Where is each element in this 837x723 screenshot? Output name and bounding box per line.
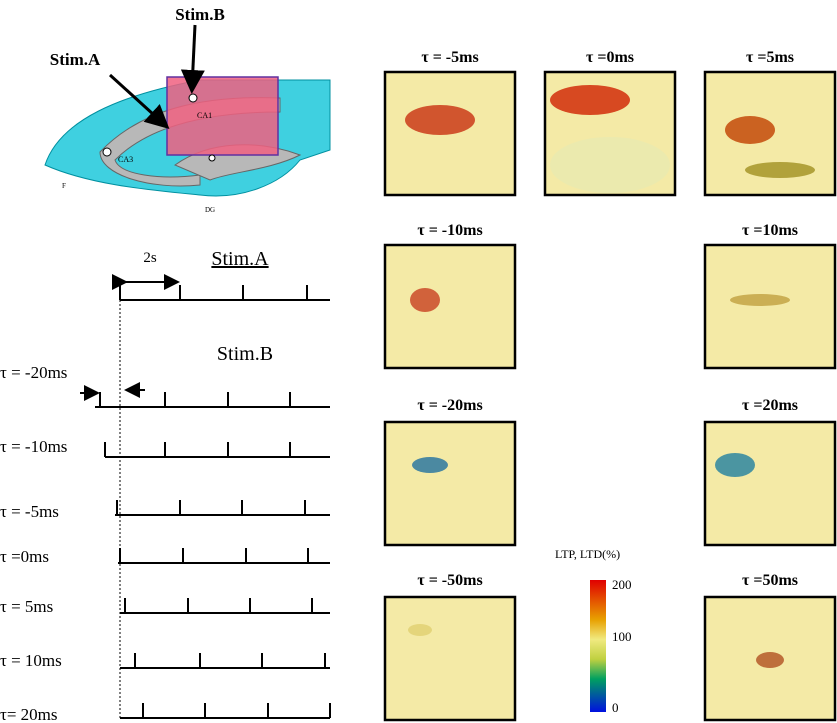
colorbar-title: LTP, LTD(%) bbox=[555, 547, 620, 561]
row-label: τ = -20ms bbox=[0, 363, 67, 382]
panel-title: τ =5ms bbox=[746, 49, 794, 66]
map-blob bbox=[410, 288, 440, 312]
label: Stim.B bbox=[217, 343, 273, 365]
row-label: τ = 5ms bbox=[0, 597, 53, 616]
panel-title: τ = -50ms bbox=[417, 572, 482, 589]
label: 2s bbox=[143, 250, 157, 266]
panels: τ = -5ms τ =0ms τ =5ms τ = -10ms τ =10ms τ = … bbox=[385, 49, 835, 720]
map-blob bbox=[725, 116, 775, 144]
label: Stim.B bbox=[175, 5, 225, 24]
panel-title: τ =0ms bbox=[586, 49, 634, 66]
label: CA1 bbox=[197, 111, 212, 120]
colorbar-tick: 200 bbox=[612, 577, 632, 592]
map-blob bbox=[756, 652, 784, 668]
panel-title: τ =10ms bbox=[742, 222, 798, 239]
map-blob bbox=[405, 105, 475, 135]
map-blob bbox=[408, 624, 432, 636]
panel-title: τ =20ms bbox=[742, 397, 798, 414]
label: Stim.A bbox=[50, 50, 101, 69]
map-image bbox=[705, 422, 835, 545]
panel-title: τ = -10ms bbox=[417, 222, 482, 239]
map-blob bbox=[745, 162, 815, 178]
label: CA3 bbox=[118, 155, 133, 164]
colorbar: LTP, LTD(%) 200 100 0 bbox=[555, 547, 632, 715]
row-label: τ= 20ms bbox=[0, 705, 58, 723]
map-blob bbox=[550, 137, 670, 193]
panel-title: τ = -5ms bbox=[421, 49, 478, 66]
row-label: τ =0ms bbox=[0, 547, 49, 566]
timing-diagram: 2s Stim.A Stim.B τ = -20ms τ = -10ms τ = -… bbox=[0, 248, 330, 723]
map-blob bbox=[550, 85, 630, 115]
row-label: τ = -10ms bbox=[0, 437, 67, 456]
figure: Stim.B Stim.A CA1 CA3 DG F 2s Stim.A Sti… bbox=[0, 0, 837, 723]
hippocampus-diagram: Stim.B Stim.A CA1 CA3 DG F bbox=[45, 5, 330, 214]
map-blob bbox=[730, 294, 790, 306]
row-label: τ = 10ms bbox=[0, 651, 62, 670]
row-label: τ = -5ms bbox=[0, 502, 59, 521]
map-image bbox=[705, 245, 835, 368]
map-image bbox=[385, 422, 515, 545]
panel-title: τ = -20ms bbox=[417, 397, 482, 414]
label: DG bbox=[205, 206, 215, 214]
map-image bbox=[385, 245, 515, 368]
label: Stim.A bbox=[211, 248, 269, 270]
colorbar-tick: 100 bbox=[612, 629, 632, 644]
panel-title: τ =50ms bbox=[742, 572, 798, 589]
colorbar-tick: 0 bbox=[612, 700, 619, 715]
label: F bbox=[62, 182, 66, 190]
map-blob bbox=[412, 457, 448, 473]
map-image bbox=[385, 597, 515, 720]
map-blob bbox=[715, 453, 755, 477]
